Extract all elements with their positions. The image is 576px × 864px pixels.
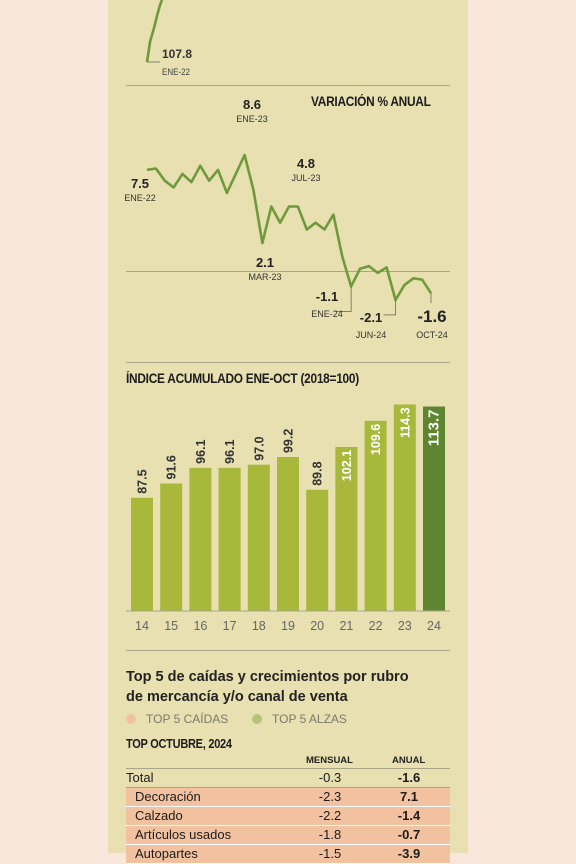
bar — [160, 483, 183, 611]
annotation-value: -2.1 — [360, 310, 382, 325]
bar-chart: 87.5 14 91.6 15 96.1 16 96.1 17 97.0 18 99.2 19 89.8… — [126, 404, 450, 651]
annotation-date: MAR-23 — [248, 272, 281, 282]
table-row: Autopartes -1.5 -3.9 — [126, 845, 450, 864]
index-label-value: 107.8 — [162, 47, 192, 61]
x-tick-label: 23 — [398, 619, 412, 633]
annotation-value: 4.8 — [297, 156, 315, 171]
bar-value-label: 87.5 — [136, 469, 150, 493]
row-label: Decoración — [135, 789, 201, 804]
x-tick-label: 24 — [427, 619, 441, 633]
bar-chart-title: ÍNDICE ACUMULADO ENE-OCT (2018=100) — [126, 371, 359, 386]
x-tick-label: 17 — [223, 619, 237, 633]
bar-value-label: 102.1 — [340, 450, 354, 481]
table-row: Artículos usados -1.8 -0.7 — [126, 826, 450, 845]
row-monthly: -2.2 — [318, 808, 342, 823]
x-tick-label: 22 — [369, 619, 383, 633]
bar — [364, 420, 387, 611]
legend-falls: TOP 5 CAÍDAS — [126, 712, 228, 726]
row-monthly: -0.3 — [318, 770, 342, 785]
index-label-date: ENE-22 — [162, 67, 190, 78]
bar — [189, 467, 212, 611]
bar-value-label: 99.2 — [282, 429, 296, 453]
x-tick-label: 16 — [193, 619, 207, 633]
x-tick-label: 19 — [281, 619, 295, 633]
x-tick-label: 21 — [339, 619, 353, 633]
annotation-date: ENE-22 — [124, 193, 156, 203]
bar-value-label: 96.1 — [194, 439, 208, 463]
x-tick-label: 18 — [252, 619, 266, 633]
annotation-leader — [383, 299, 396, 316]
bar — [131, 497, 153, 611]
row-label: Total — [126, 770, 154, 785]
annotation-date: ENE-23 — [236, 114, 268, 124]
row-label: Autopartes — [135, 846, 198, 861]
bar-value-label: 109.6 — [369, 424, 383, 455]
bar-value-label: 113.7 — [426, 410, 443, 447]
bar-value-label: 89.8 — [311, 461, 325, 485]
row-monthly: -2.3 — [318, 789, 342, 804]
table-header: MENSUAL ANUAL — [126, 752, 450, 768]
row-monthly: -1.8 — [318, 827, 342, 842]
bar — [218, 467, 241, 611]
bar-value-label: 91.6 — [165, 455, 179, 479]
x-tick-label: 15 — [164, 619, 178, 633]
x-tick-label: 20 — [310, 619, 324, 633]
legend-falls-label: TOP 5 CAÍDAS — [146, 712, 229, 726]
annotation-date: OCT-24 — [416, 330, 448, 340]
x-tick-label: 14 — [135, 619, 149, 633]
row-annual: -1.6 — [397, 770, 421, 785]
bar — [393, 404, 416, 611]
row-annual: -0.7 — [397, 827, 421, 842]
bar — [306, 489, 329, 611]
annotation-leader — [335, 286, 352, 312]
bar — [423, 406, 445, 611]
header-monthly: MENSUAL — [306, 755, 353, 766]
bar-value-label: 114.3 — [398, 407, 412, 438]
table-row-total: Total -0.3 -1.6 — [126, 768, 450, 788]
variation-chart-title: VARIACIÓN % ANUAL — [311, 94, 431, 109]
top5-title-line2: de mercancía y/o canal de venta — [126, 689, 348, 705]
index-line-chart: 107.8 ENE-22 — [126, 0, 450, 86]
row-annual: 7.1 — [399, 789, 419, 804]
legend-rises: TOP 5 ALZAS — [252, 712, 347, 726]
top5-table: MENSUAL ANUAL Total -0.3 -1.6 Decoración… — [126, 752, 450, 864]
annotation-value: 7.5 — [131, 176, 149, 191]
variation-line-chart: 7.5 ENE-22 8.6 ENE-23 2.1 MAR-23 4.8 JUL-23 -1.1… — [124, 97, 450, 363]
annotation-value: 8.6 — [243, 97, 261, 112]
bar — [277, 457, 299, 611]
bar-value-label: 97.0 — [252, 436, 266, 460]
annotation-value: -1.1 — [316, 289, 338, 304]
annotation-value: -1.6 — [417, 307, 446, 326]
row-annual: -3.9 — [397, 846, 421, 861]
row-label: Calzado — [135, 808, 183, 823]
annotation-date: JUN-24 — [356, 330, 387, 340]
variation-line-series — [146, 153, 433, 302]
table-subtitle: TOP OCTUBRE, 2024 — [126, 737, 232, 751]
annotation-date: JUL-23 — [291, 173, 320, 183]
index-line-series — [145, 0, 164, 63]
row-label: Artículos usados — [135, 827, 232, 842]
row-annual: -1.4 — [397, 808, 421, 823]
annotation-value: 2.1 — [256, 255, 274, 270]
top5-title: Top 5 de caídas y crecimientos por rubro… — [126, 667, 456, 707]
annotation-date: ENE-24 — [311, 309, 343, 319]
table-row: Calzado -2.2 -1.4 — [126, 807, 450, 826]
bar — [247, 464, 270, 611]
bar — [335, 446, 358, 611]
row-monthly: -1.5 — [318, 846, 342, 861]
table-row: Decoración -2.3 7.1 — [126, 788, 450, 807]
top5-title-line1: Top 5 de caídas y crecimientos por rubro — [126, 669, 409, 685]
legend-falls-swatch — [126, 714, 136, 724]
header-annual: ANUAL — [392, 755, 426, 766]
legend-rises-swatch — [252, 714, 262, 724]
legend-rises-label: TOP 5 ALZAS — [272, 712, 347, 726]
bar-value-label: 96.1 — [223, 439, 237, 463]
